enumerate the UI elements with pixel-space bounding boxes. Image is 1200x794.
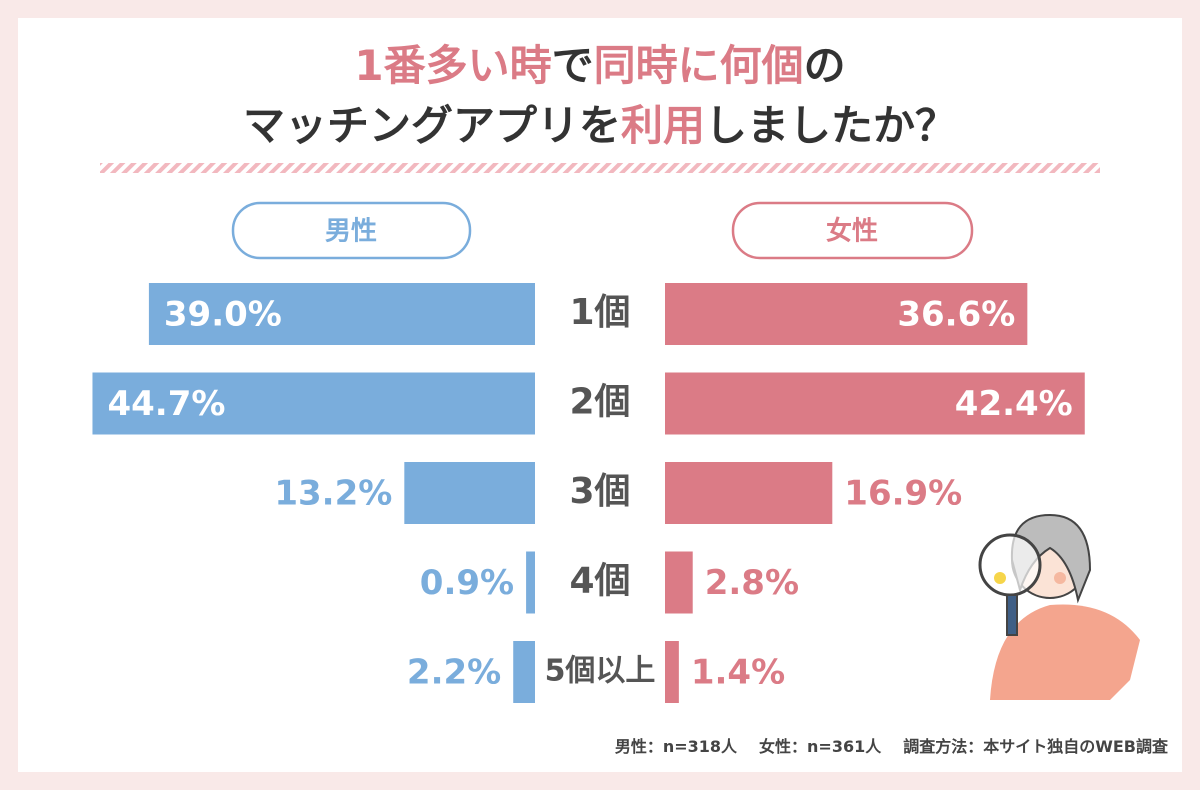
title-segment: 1番多い時 [354, 41, 551, 90]
category-label: 2個 [569, 382, 630, 423]
chart-title: マッチングアプリを利用しましたか？ [243, 101, 957, 150]
legend-pill [231, 201, 472, 260]
chart-title: 1番多い時で同時に何個の [354, 41, 845, 90]
title-segment: 同時に何個 [594, 41, 804, 90]
title-segment: の [804, 41, 846, 90]
category-label: 3個 [569, 471, 630, 512]
legend-label: 男性 [325, 217, 377, 247]
footnote-part: 女性：n=361人 [759, 737, 882, 756]
value-label: 2.2% [407, 653, 501, 693]
footnote: 男性：n=318人 女性：n=361人 調査方法：本サイト独自のWEB調査 [615, 737, 1168, 756]
bar [513, 641, 535, 703]
illustration [978, 513, 1140, 700]
value-label: 36.6% [897, 295, 1015, 335]
bar [665, 641, 679, 703]
bar [404, 462, 535, 524]
value-label: 16.9% [844, 474, 962, 514]
value-label: 39.0% [164, 295, 282, 335]
title-segment: 利用 [621, 101, 705, 150]
category-label: 5個以上 [545, 654, 656, 689]
footnote-part: 男性：n=318人 [615, 737, 738, 756]
title-segment: しましたか？ [705, 101, 957, 150]
bar [665, 462, 833, 524]
value-label: 13.2% [274, 474, 392, 514]
bar [665, 283, 1028, 345]
category-label: 4個 [569, 561, 630, 602]
title-segment: で [552, 41, 594, 90]
legend-label: 女性 [826, 216, 878, 247]
category-label: 1個 [569, 292, 630, 333]
legend-pill [731, 201, 974, 260]
title-segment: マッチングアプリを [243, 101, 621, 150]
value-label: 44.7% [107, 384, 225, 424]
bar [665, 551, 693, 614]
divider [100, 163, 1100, 173]
bar [665, 372, 1085, 435]
value-label: 1.4% [691, 653, 785, 693]
value-label: 42.4% [955, 384, 1073, 424]
value-label: 0.9% [420, 563, 514, 603]
bar [148, 283, 535, 345]
bar [526, 551, 535, 614]
value-label: 2.8% [705, 563, 799, 603]
footnote-part: 調査方法：本サイト独自のWEB調査 [903, 737, 1168, 756]
bar [92, 372, 535, 435]
